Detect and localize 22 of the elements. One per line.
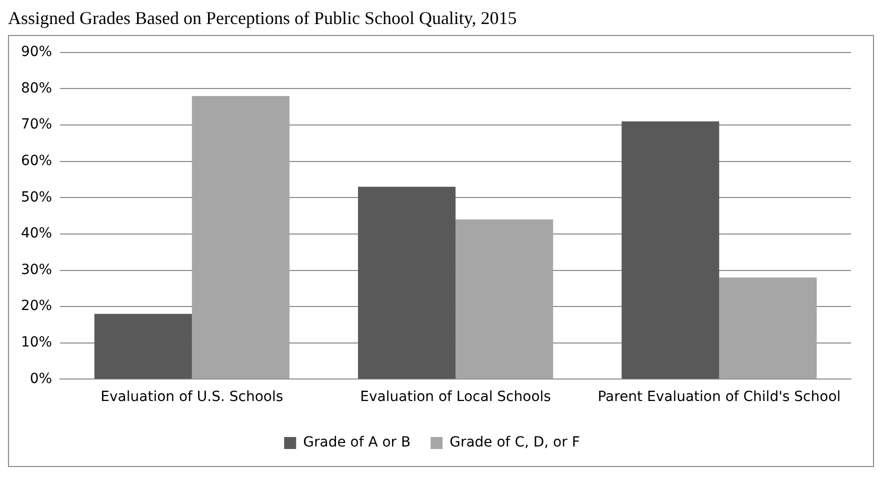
legend-label: Grade of C, D, or F	[450, 434, 580, 451]
y-tick-label: 50%	[20, 189, 52, 206]
y-tick-label: 90%	[20, 44, 52, 60]
y-tick-label: 80%	[20, 80, 52, 96]
y-tick-label: 30%	[20, 262, 52, 278]
x-tick-label: Evaluation of U.S. Schools	[100, 389, 284, 406]
y-tick-label: 40%	[20, 226, 52, 242]
y-tick-label: 70%	[20, 116, 52, 133]
bar	[358, 186, 456, 379]
bar	[94, 314, 192, 379]
bar	[719, 278, 817, 379]
bar	[622, 121, 720, 379]
y-tick-label: 0%	[30, 370, 52, 387]
y-tick-label: 60%	[20, 152, 52, 169]
y-tick-label: 10%	[20, 334, 52, 351]
bar	[192, 96, 290, 379]
bar	[456, 219, 554, 379]
legend-label: Grade of A or B	[303, 434, 411, 451]
x-tick-label: Evaluation of Local Schools	[360, 389, 551, 406]
x-tick-label: Parent Evaluation of Child's School	[598, 389, 841, 406]
y-tick-label: 20%	[20, 298, 52, 314]
chart-title: Assigned Grades Based on Perceptions of Public School Quality, 2015	[8, 8, 518, 29]
